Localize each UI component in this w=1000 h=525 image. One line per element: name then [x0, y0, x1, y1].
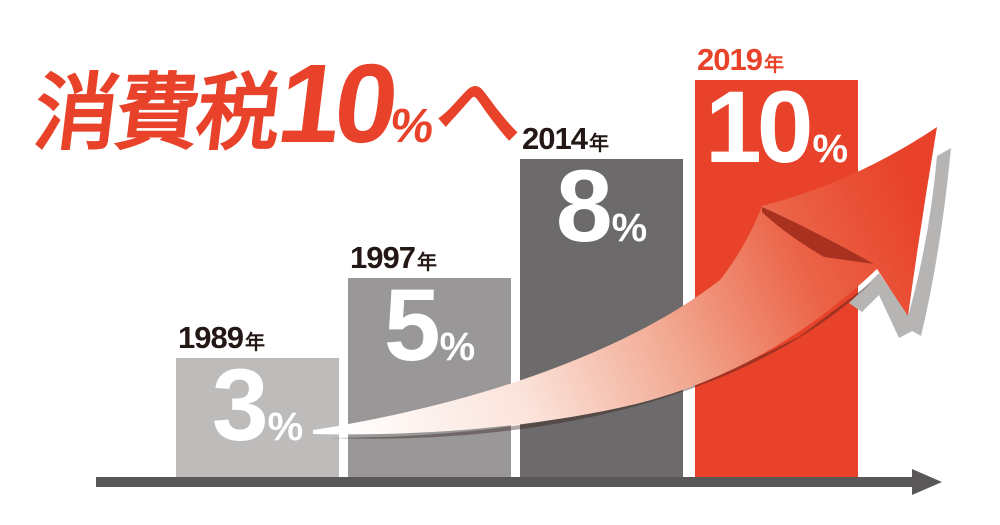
bar-1997: 5% [348, 274, 511, 478]
title-number: 10 [271, 41, 400, 166]
bar-value-number: 10 [704, 70, 813, 184]
title-kanji: 消費税 [29, 66, 284, 160]
year-suffix: 年 [244, 332, 265, 354]
bar-group-1989: 1989 年 3% [176, 320, 339, 478]
percent-sign: % [267, 405, 304, 449]
year-text: 2019 [697, 42, 763, 77]
x-axis-arrowhead-icon [912, 469, 942, 495]
title-suffix: へ [430, 65, 526, 161]
bar-1989: 3% [176, 354, 339, 478]
bar-value-2014: 8% [556, 155, 647, 257]
year-text: 1989 [178, 320, 244, 355]
title-percent-sign: % [387, 100, 434, 153]
bar-2014: 8% [520, 155, 683, 478]
year-label-1989: 1989 年 [176, 320, 339, 358]
bar-group-1997: 1997 年 5% [348, 240, 511, 478]
bar-value-number: 3 [211, 348, 269, 462]
arrow-shadow [849, 148, 951, 338]
year-suffix: 年 [763, 54, 784, 76]
bar-value-1989: 3% [212, 354, 303, 456]
page-title: 消費税 10% へ [29, 41, 527, 166]
percent-sign: % [439, 325, 476, 369]
year-label-2019: 2019 年 [695, 42, 858, 80]
x-axis-line [96, 477, 916, 487]
bar-value-1997: 5% [384, 274, 475, 376]
bar-value-2019: 10% [705, 76, 848, 178]
bar-2019-highlight: 10% [695, 76, 858, 478]
bar-group-2014: 2014 年 8% [520, 121, 683, 478]
bar-group-2019: 2019 年 10% [695, 42, 858, 478]
percent-sign: % [611, 206, 648, 250]
bar-value-number: 5 [383, 268, 441, 382]
bar-value-number: 8 [555, 149, 613, 263]
percent-sign: % [812, 127, 849, 171]
